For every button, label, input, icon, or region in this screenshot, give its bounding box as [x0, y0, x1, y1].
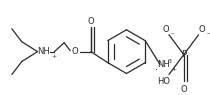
Text: O: O [180, 85, 187, 94]
Text: P: P [181, 50, 186, 59]
Text: HO: HO [158, 77, 171, 86]
Text: –: – [207, 30, 210, 36]
Text: –: – [171, 30, 175, 36]
Text: 3: 3 [168, 59, 172, 64]
Text: ·: · [155, 66, 158, 76]
Text: O: O [72, 47, 78, 56]
Text: +: + [52, 54, 57, 59]
Text: O: O [198, 25, 205, 34]
Text: NH: NH [157, 60, 169, 69]
Text: NH: NH [37, 47, 50, 56]
Text: +: + [171, 67, 177, 72]
Text: O: O [88, 17, 94, 26]
Text: O: O [163, 25, 169, 34]
